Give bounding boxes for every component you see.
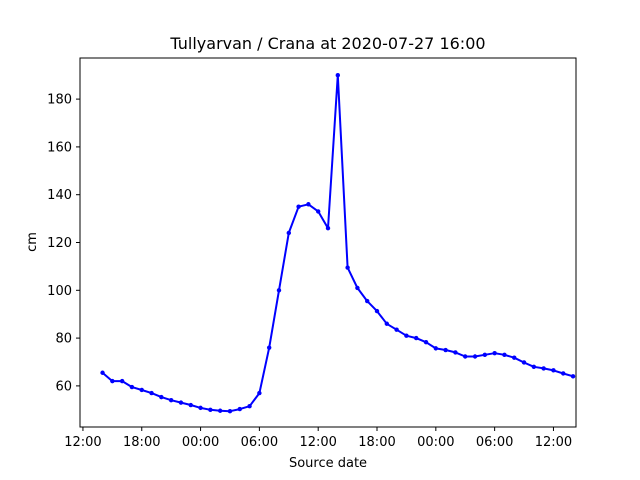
data-point	[296, 204, 301, 209]
data-point	[492, 350, 497, 356]
data-point	[472, 354, 478, 359]
data-point	[119, 378, 125, 384]
data-point	[355, 285, 360, 291]
data-point	[208, 407, 213, 412]
x-tick-label: 06:00	[241, 435, 278, 450]
data-point	[335, 73, 341, 78]
data-point	[139, 387, 144, 393]
y-tick-label: 60	[55, 379, 72, 394]
y-tick-label: 140	[47, 188, 72, 203]
plot-area	[100, 73, 576, 414]
y-tick-label: 180	[47, 93, 72, 108]
data-point	[404, 333, 409, 338]
data-point	[266, 345, 272, 350]
y-tick-label: 120	[47, 236, 72, 251]
data-point	[463, 354, 468, 359]
data-point	[149, 390, 154, 396]
data-point	[286, 230, 291, 236]
data-point	[129, 384, 135, 390]
data-point	[551, 368, 556, 373]
data-point	[345, 265, 350, 270]
y-axis-label: cm	[25, 232, 40, 252]
chart-title: Tullyarvan / Crana at 2020-07-27 16:00	[169, 34, 485, 53]
x-tick-label: 12:00	[299, 435, 336, 450]
x-tick-label: 06:00	[476, 435, 513, 450]
y-tick-label: 100	[47, 284, 72, 299]
x-axis-label: Source date	[289, 456, 367, 471]
data-point	[227, 409, 233, 414]
data-point	[453, 350, 458, 355]
data-point	[306, 202, 311, 207]
data-point	[482, 352, 488, 358]
data-point	[512, 355, 517, 360]
data-point	[561, 371, 566, 376]
series-line	[101, 74, 574, 413]
data-point	[443, 347, 448, 353]
data-point	[414, 335, 419, 341]
data-point	[198, 405, 203, 411]
x-tick-label: 00:00	[417, 435, 454, 450]
data-point	[257, 390, 262, 396]
x-tick-label: 00:00	[182, 435, 219, 450]
data-point	[247, 404, 252, 409]
data-point	[433, 346, 439, 351]
data-point	[217, 408, 223, 413]
data-point	[276, 288, 282, 293]
data-point	[541, 366, 546, 371]
data-point	[384, 321, 390, 326]
data-point	[423, 339, 429, 345]
x-tick-label: 12:00	[535, 435, 572, 450]
x-tick-label: 18:00	[123, 435, 160, 450]
data-point	[521, 360, 527, 365]
data-point	[365, 298, 370, 304]
y-tick-label: 80	[55, 332, 72, 347]
x-tick-label: 18:00	[358, 435, 395, 450]
data-point	[188, 402, 193, 408]
x-tick-label: 12:00	[64, 435, 101, 450]
data-point	[110, 378, 115, 384]
y-tick-label: 160	[47, 140, 72, 155]
data-point	[100, 370, 105, 375]
data-point	[178, 400, 184, 405]
data-point	[315, 209, 321, 214]
data-point	[168, 398, 174, 403]
data-point	[531, 364, 537, 369]
data-point	[374, 308, 380, 314]
plot-frame	[79, 57, 577, 428]
data-point	[237, 406, 242, 412]
data-point	[502, 352, 507, 358]
data-point	[159, 394, 164, 400]
data-point	[570, 374, 576, 379]
data-point	[394, 327, 399, 332]
data-point	[325, 225, 331, 231]
